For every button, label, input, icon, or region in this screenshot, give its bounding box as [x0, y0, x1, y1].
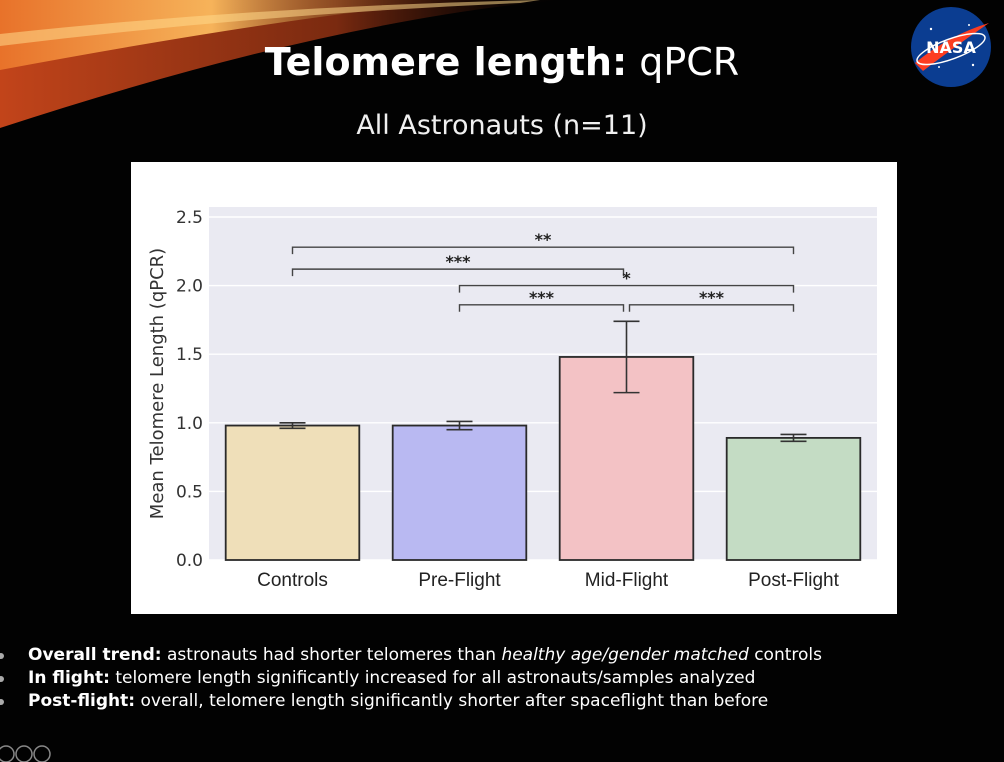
bar-chart: 0.0 0.5 1.0 1.5 2.0 2.5 Controls Pre-Flight Mid-… [147, 207, 877, 591]
significance-bracket [628, 304, 795, 312]
bar-mid-flight [558, 356, 695, 561]
bullet-item: In flight: telomere length significantly… [0, 667, 1004, 690]
slide-title: Telomere length: qPCR [0, 38, 1004, 86]
significance-label: ** [535, 230, 552, 249]
bullet-lead: Overall trend: [28, 645, 162, 665]
significance-bracket [458, 284, 795, 293]
nasa-logo-text: NASA [926, 38, 976, 57]
title-light: qPCR [639, 40, 740, 84]
x-tick-label: Post-Flight [748, 570, 840, 591]
bullet-item: Post-flight: overall, telomere length si… [0, 690, 1004, 713]
x-tick-label: Mid-Flight [585, 570, 669, 591]
significance-bracket [291, 246, 795, 255]
bullet-lead: In flight: [28, 668, 110, 688]
y-tick-label: 2.0 [176, 277, 203, 297]
y-tick-label: 1.5 [176, 345, 203, 365]
significance-label: *** [529, 288, 555, 307]
orange-swoosh-decoration [0, 0, 560, 128]
bullet-text: overall, telomere length significantly s… [135, 691, 769, 711]
bar-post-flight [725, 436, 862, 561]
significance-label: *** [445, 252, 471, 271]
bar-pre-flight [391, 424, 528, 561]
nasa-logo-icon: NASA [911, 7, 991, 87]
y-tick-label: 0.0 [176, 551, 203, 571]
y-tick-label: 0.5 [176, 482, 203, 502]
significance-bracket [291, 268, 625, 277]
bullet-list: Overall trend: astronauts had shorter te… [0, 644, 1004, 713]
bullet-emphasis: healthy age/gender matched [501, 645, 749, 665]
y-tick-label: 1.0 [176, 414, 203, 434]
x-tick-label: Pre-Flight [418, 570, 501, 591]
significance-label: *** [699, 288, 725, 307]
bullet-text: astronauts had shorter telomeres than [161, 645, 502, 665]
bar-controls [224, 424, 361, 561]
x-tick-label: Controls [257, 570, 328, 591]
significance-bracket [458, 304, 625, 312]
y-axis-label: Mean Telomere Length (qPCR) [147, 248, 168, 519]
slide-subtitle: All Astronauts (n=11) [356, 110, 648, 141]
bullet-text: telomere length significantly increased … [109, 668, 756, 688]
title-bold: Telomere length: [264, 40, 628, 84]
bullet-tail: controls [748, 645, 822, 665]
cc-license-icons [0, 745, 51, 762]
significance-label: * [622, 269, 631, 288]
bullet-item: Overall trend: astronauts had shorter te… [0, 644, 1004, 667]
chart-panel: 0.0 0.5 1.0 1.5 2.0 2.5 Controls Pre-Flight Mid-… [131, 162, 897, 614]
y-tick-label: 2.5 [176, 208, 203, 228]
bullet-lead: Post-flight: [28, 691, 136, 711]
